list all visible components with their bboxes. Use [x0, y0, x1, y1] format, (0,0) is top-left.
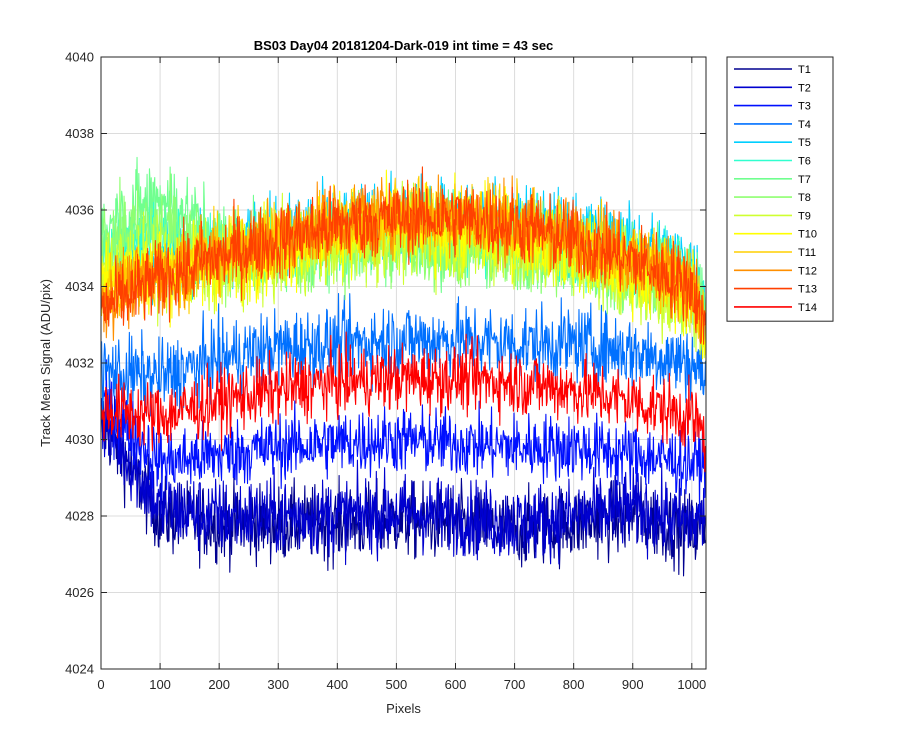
y-axis-label: Track Mean Signal (ADU/pix): [38, 279, 53, 447]
legend-label: T1: [798, 64, 811, 76]
chart-title: BS03 Day04 20181204-Dark-019 int time = …: [254, 38, 554, 53]
x-tick-label: 700: [504, 677, 526, 692]
legend-item-t13: T13: [734, 284, 817, 296]
x-tick-label: 800: [563, 677, 585, 692]
x-axis-ticks: 0 100 200 300 400 500 600 700 800 900 1000: [97, 57, 706, 692]
legend-item-t12: T12: [734, 265, 817, 277]
legend-item-t10: T10: [734, 229, 817, 241]
legend-item-t7: T7: [734, 174, 811, 186]
y-tick-label: 4040: [65, 50, 94, 65]
series-line-t13: [100, 166, 707, 345]
y-tick-label: 4036: [65, 203, 94, 218]
series-line-t14: [100, 331, 707, 473]
legend-label: T5: [798, 137, 811, 149]
x-tick-label: 0: [97, 677, 104, 692]
legend-item-t1: T1: [734, 64, 811, 76]
y-tick-label: 4038: [65, 126, 94, 141]
y-axis-ticks: 4024 4026 4028 4030 4032 4034 4036 4038 4040: [65, 50, 706, 677]
legend-label: T4: [798, 119, 811, 131]
legend-item-t3: T3: [734, 101, 811, 113]
legend: T1 T2 T3 T4 T5 T6 T7 T8 T9 T10 T11 T12 T13 T14: [726, 56, 834, 322]
legend-box: [726, 56, 834, 322]
legend-item-t11: T11: [734, 247, 816, 259]
x-tick-label: 600: [445, 677, 467, 692]
legend-item-t8: T8: [734, 192, 811, 204]
series-line-t3: [100, 359, 707, 513]
y-tick-label: 4024: [65, 662, 94, 677]
x-tick-label: 1000: [677, 677, 706, 692]
y-tick-label: 4034: [65, 279, 94, 294]
legend-item-t4: T4: [734, 119, 811, 131]
x-tick-label: 200: [208, 677, 230, 692]
legend-label: T10: [798, 229, 817, 241]
legend-label: T6: [798, 156, 811, 168]
series-line-t2: [100, 395, 707, 566]
y-tick-label: 4032: [65, 356, 94, 371]
legend-item-t14: T14: [734, 302, 817, 314]
legend-item-t9: T9: [734, 210, 811, 222]
x-tick-label: 300: [267, 677, 289, 692]
legend-item-t2: T2: [734, 82, 811, 94]
x-axis-label: Pixels: [386, 701, 421, 716]
legend-item-t6: T6: [734, 156, 811, 168]
legend-label: T8: [798, 192, 811, 204]
legend-label: T9: [798, 210, 811, 222]
y-tick-label: 4028: [65, 509, 94, 524]
y-tick-label: 4026: [65, 585, 94, 600]
legend-label: T3: [798, 101, 811, 113]
x-tick-label: 500: [386, 677, 408, 692]
x-tick-label: 400: [326, 677, 348, 692]
legend-label: T14: [798, 302, 817, 314]
x-tick-label: 100: [149, 677, 171, 692]
legend-label: T13: [798, 284, 817, 296]
y-tick-label: 4030: [65, 432, 94, 447]
x-tick-label: 900: [622, 677, 644, 692]
legend-label: T2: [798, 82, 811, 94]
legend-items: T1 T2 T3 T4 T5 T6 T7 T8 T9 T10 T11 T12 T13 T14: [734, 64, 817, 314]
series-lines: [100, 156, 707, 577]
legend-label: T7: [798, 174, 811, 186]
legend-label: T11: [798, 247, 816, 259]
legend-item-t5: T5: [734, 137, 811, 149]
legend-label: T12: [798, 265, 817, 277]
